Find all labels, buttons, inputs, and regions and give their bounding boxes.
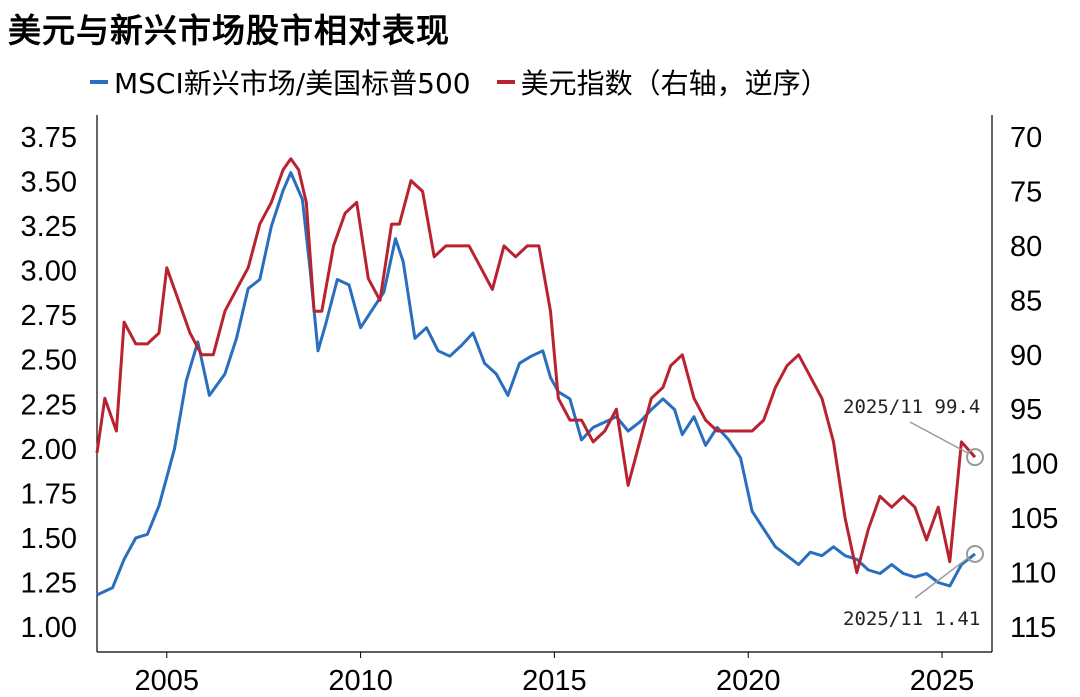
right-tick-label: 90 bbox=[1010, 340, 1042, 372]
legend-swatch-dxy bbox=[496, 80, 515, 84]
left-tick-label: 1.75 bbox=[21, 478, 77, 510]
left-tick-label: 2.25 bbox=[21, 389, 77, 421]
right-tick-label: 85 bbox=[1010, 285, 1042, 317]
x-tick-label: 2010 bbox=[328, 665, 393, 697]
left-tick-label: 1.25 bbox=[21, 567, 77, 599]
msci-end-annotation: 2025/11 1.41 bbox=[843, 608, 980, 630]
legend: MSCI新兴市场/美国标普500 美元指数（右轴，逆序） bbox=[90, 62, 855, 102]
legend-swatch-msci bbox=[90, 80, 108, 84]
right-tick-label: 110 bbox=[1010, 558, 1056, 590]
left-tick-label: 1.50 bbox=[21, 523, 77, 555]
msci-series-line bbox=[96, 171, 976, 597]
left-tick-label: 3.25 bbox=[21, 211, 77, 243]
right-tick-label: 70 bbox=[1010, 122, 1042, 154]
legend-item-msci: MSCI新兴市场/美国标普500 bbox=[90, 62, 471, 102]
dxy-callout-line bbox=[909, 421, 969, 454]
legend-label-dxy: 美元指数（右轴，逆序） bbox=[520, 67, 829, 100]
right-tick-label: 75 bbox=[1010, 176, 1042, 208]
chart-title: 美元与新兴市场股市相对表现 bbox=[8, 11, 450, 50]
x-tick-label: 2015 bbox=[522, 665, 587, 697]
right-tick-label: 115 bbox=[1010, 612, 1056, 644]
legend-label-msci: MSCI新兴市场/美国标普500 bbox=[114, 67, 471, 100]
left-tick-label: 3.50 bbox=[21, 167, 77, 199]
x-tick-label: 2025 bbox=[910, 665, 975, 697]
dxy-end-annotation: 2025/11 99.4 bbox=[843, 396, 980, 418]
left-tick-label: 3.75 bbox=[21, 122, 77, 154]
left-tick-label: 2.75 bbox=[21, 300, 77, 332]
right-tick-label: 95 bbox=[1010, 394, 1042, 426]
left-tick-label: 3.00 bbox=[21, 256, 77, 288]
left-tick-label: 2.50 bbox=[21, 345, 77, 377]
x-tick-label: 2020 bbox=[716, 665, 781, 697]
msci-callout-line bbox=[914, 557, 969, 599]
right-tick-label: 100 bbox=[1010, 449, 1058, 481]
msci-end-marker bbox=[966, 544, 984, 563]
dxy-end-marker bbox=[966, 448, 984, 467]
dxy-series-line bbox=[95, 157, 977, 575]
legend-item-dxy: 美元指数（右轴，逆序） bbox=[496, 62, 829, 102]
left-tick-label: 2.00 bbox=[21, 434, 77, 466]
right-tick-label: 105 bbox=[1010, 503, 1058, 535]
x-tick-label: 2005 bbox=[135, 665, 200, 697]
right-tick-label: 80 bbox=[1010, 231, 1042, 263]
left-tick-label: 1.00 bbox=[21, 612, 77, 644]
